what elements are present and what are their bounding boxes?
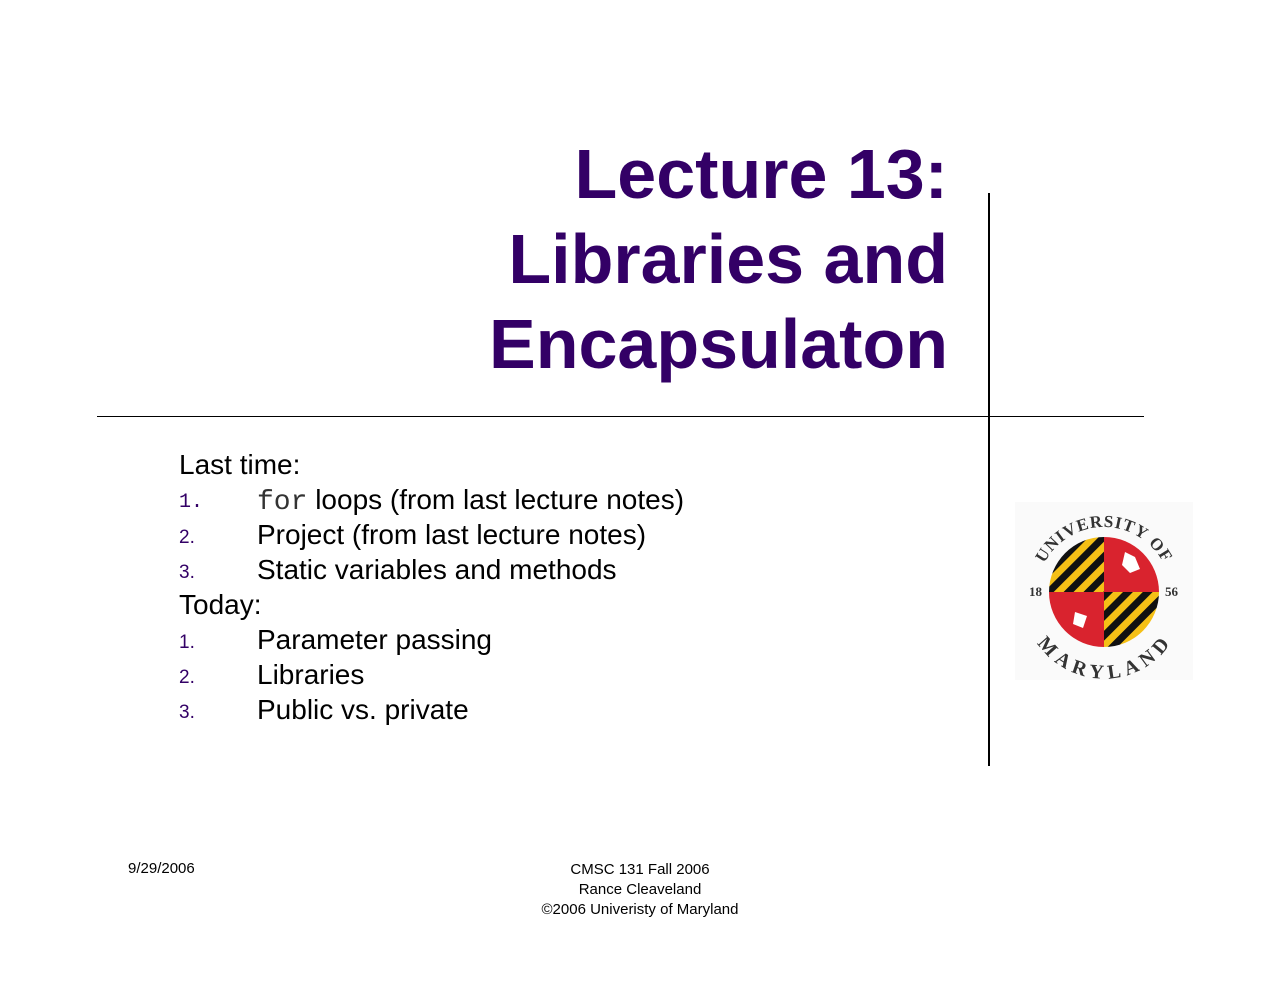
slide-body: Last time: 1. for loops (from last lectur… xyxy=(179,447,685,727)
list-item: 3. Public vs. private xyxy=(179,694,469,725)
footer-course: CMSC 131 Fall 2006 xyxy=(570,861,710,878)
vertical-divider xyxy=(988,193,990,766)
footer-date: 9/29/2006 xyxy=(128,860,195,877)
title-line: Encapsulaton xyxy=(489,305,948,383)
footer-copyright: ©2006 Univeristy of Maryland xyxy=(541,901,739,918)
horizontal-divider xyxy=(97,416,1144,417)
list-item: 2. Libraries xyxy=(179,659,365,690)
list-item: 1. for loops (from last lecture notes) xyxy=(179,484,685,518)
list-item: 2. Project (from last lecture notes) xyxy=(179,519,647,550)
list-item: 3. Static variables and methods xyxy=(179,554,617,585)
section-label: Last time: xyxy=(179,449,301,480)
title-line: Libraries and xyxy=(508,220,948,298)
university-of-maryland-logo: UNIVERSITY OF MARYLAND 18 56 xyxy=(1015,502,1193,680)
footer-author: Rance Cleaveland xyxy=(578,881,702,898)
footer-credits: CMSC 131 Fall 2006 Rance Cleaveland ©200… xyxy=(440,860,840,920)
list-item: 1. Parameter passing xyxy=(179,624,493,655)
section-label: Today: xyxy=(179,589,262,620)
title-line: Lecture 13: xyxy=(574,135,948,213)
slide-title: Lecture 13: Libraries and Encapsulaton xyxy=(489,132,948,387)
svg-text:56: 56 xyxy=(1165,584,1179,599)
code-text: for xyxy=(257,487,308,518)
svg-text:18: 18 xyxy=(1029,584,1043,599)
